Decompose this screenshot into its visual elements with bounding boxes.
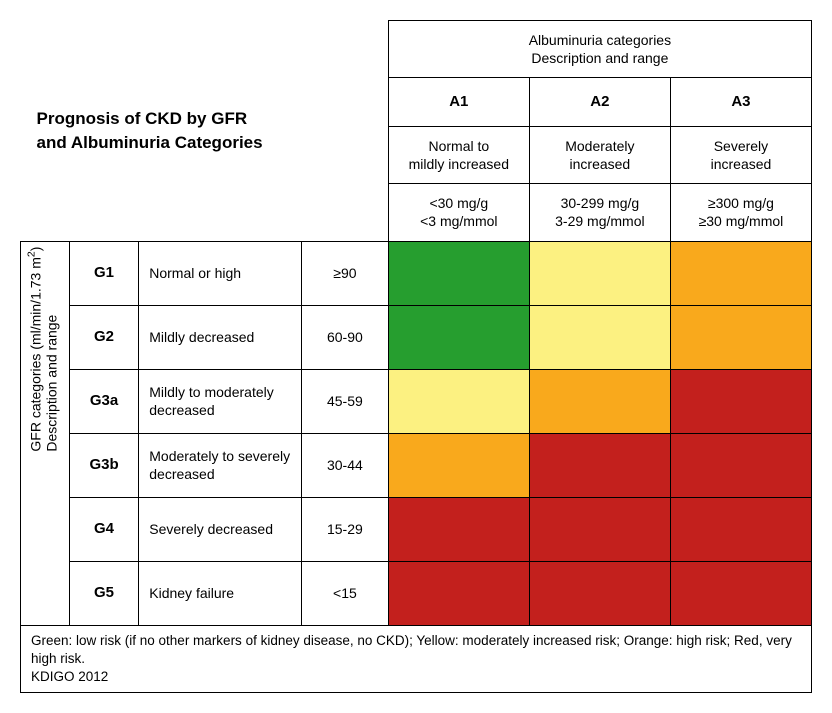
row-desc: Severely decreased [139,497,302,561]
source-text: KDIGO 2012 [31,669,108,684]
col-code-a1: A1 [388,78,529,127]
risk-cell [388,433,529,497]
col-code-a3: A3 [670,78,811,127]
col-code-a2: A2 [529,78,670,127]
row-header-line1: GFR categories (ml/min/1.73 m2) [27,246,43,451]
table-row: G3b Moderately to severely decreased 30-… [21,433,812,497]
col-desc-a3: Severely increased [670,126,811,183]
risk-cell [670,241,811,305]
ckd-prognosis-table: Prognosis of CKD by GFR and Albuminuria … [20,20,812,693]
risk-cell [670,305,811,369]
row-range: ≥90 [302,241,389,305]
row-range: <15 [302,561,389,625]
row-code: G2 [69,305,138,369]
row-range: 60-90 [302,305,389,369]
row-header-title: GFR categories (ml/min/1.73 m2) Descript… [21,241,70,625]
row-range: 30-44 [302,433,389,497]
row-code: G4 [69,497,138,561]
title-line2: and Albuminuria Categories [37,133,263,152]
risk-cell [529,241,670,305]
row-code: G1 [69,241,138,305]
legend-text: Green: low risk (if no other markers of … [31,633,792,666]
table-row: G4 Severely decreased 15-29 [21,497,812,561]
risk-cell [670,433,811,497]
risk-cell [388,305,529,369]
col-range-a3: ≥300 mg/g ≥30 mg/mmol [670,184,811,241]
risk-cell [529,369,670,433]
risk-cell [529,561,670,625]
col-range-a2: 30-299 mg/g 3-29 mg/mmol [529,184,670,241]
col-desc-a2: Moderately increased [529,126,670,183]
title-line1: Prognosis of CKD by GFR [37,109,248,128]
row-code: G3a [69,369,138,433]
col-range-a1: <30 mg/g <3 mg/mmol [388,184,529,241]
chart-title: Prognosis of CKD by GFR and Albuminuria … [21,21,389,242]
row-desc: Mildly to moderately decreased [139,369,302,433]
risk-cell [388,241,529,305]
table-row: G5 Kidney failure <15 [21,561,812,625]
row-desc: Normal or high [139,241,302,305]
risk-cell [388,497,529,561]
table-row: G2 Mildly decreased 60-90 [21,305,812,369]
row-desc: Kidney failure [139,561,302,625]
row-range: 15-29 [302,497,389,561]
row-code: G5 [69,561,138,625]
risk-cell [670,561,811,625]
row-header-line2: Description and range [44,314,60,451]
table-row: G3a Mildly to moderately decreased 45-59 [21,369,812,433]
risk-cell [529,305,670,369]
column-header-title: Albuminuria categories Description and r… [388,21,811,78]
legend: Green: low risk (if no other markers of … [21,625,812,693]
row-desc: Moderately to severely decreased [139,433,302,497]
row-code: G3b [69,433,138,497]
risk-cell [388,561,529,625]
risk-cell [529,433,670,497]
table-row: GFR categories (ml/min/1.73 m2) Descript… [21,241,812,305]
col-desc-a1: Normal to mildly increased [388,126,529,183]
risk-cell [670,497,811,561]
risk-cell [529,497,670,561]
risk-cell [670,369,811,433]
row-range: 45-59 [302,369,389,433]
risk-cell [388,369,529,433]
row-desc: Mildly decreased [139,305,302,369]
